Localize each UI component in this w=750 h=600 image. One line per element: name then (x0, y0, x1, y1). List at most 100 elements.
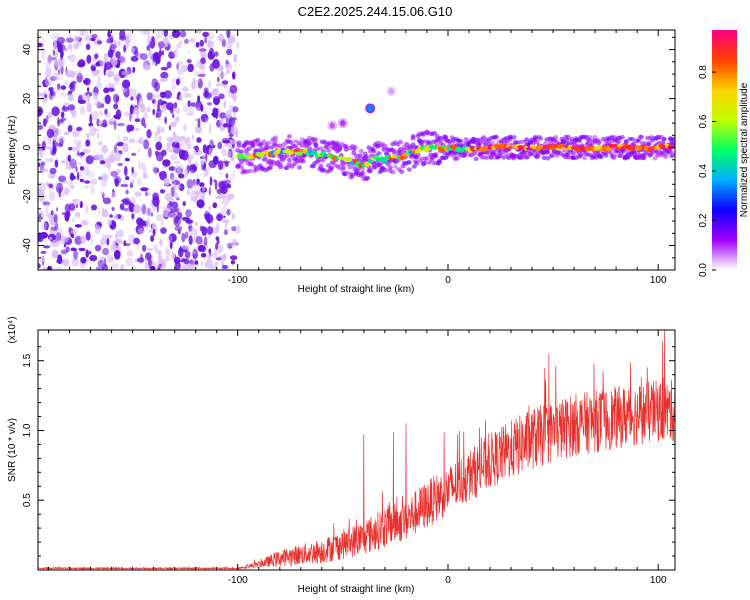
noise-blob (153, 243, 158, 253)
signal-halo (410, 136, 416, 141)
noise-blob (72, 129, 80, 138)
signal-halo (582, 155, 588, 161)
noise-blob (225, 109, 232, 119)
noise-blob (79, 30, 86, 37)
noise-blob (91, 34, 98, 39)
noise-blob (64, 80, 69, 85)
noise-blob (217, 160, 224, 171)
noise-blob (187, 246, 190, 252)
signal-halo (318, 163, 324, 168)
signal-halo (302, 153, 308, 158)
noise-blob (232, 106, 239, 113)
noise-blob (221, 80, 229, 85)
noise-blob (109, 154, 116, 163)
y-tick-label: 40 (22, 44, 33, 56)
noise-blob (112, 215, 116, 219)
noise-blob (216, 213, 223, 222)
signal-halo (390, 170, 396, 175)
noise-blob (168, 125, 172, 131)
noise-blob (104, 94, 111, 105)
noise-blob (183, 123, 187, 132)
snr-y-axis: 0.5 1.0 1.5 (22, 346, 675, 557)
noise-blob (60, 85, 67, 90)
noise-blob (234, 130, 238, 138)
noise-blob (40, 161, 46, 167)
noise-blob (178, 60, 184, 66)
noise-blob (151, 36, 155, 42)
noise-blob (60, 111, 65, 119)
noise-blob (113, 103, 119, 110)
noise-blob (50, 226, 57, 231)
noise-blob (99, 59, 106, 69)
noise-blob (131, 213, 135, 220)
noise-blob (90, 178, 98, 185)
noise-blob (230, 255, 238, 261)
noise-blob (190, 102, 196, 107)
signal-halo (350, 173, 355, 178)
noise-blob (115, 213, 119, 220)
noise-blob (200, 57, 206, 65)
noise-blob (110, 191, 118, 199)
noise-blob (111, 263, 119, 269)
noise-blob (154, 132, 158, 142)
noise-blob (39, 213, 42, 219)
signal-halo (432, 130, 437, 136)
noise-blob (215, 236, 220, 241)
noise-blob (190, 190, 198, 200)
noise-blob (82, 148, 91, 154)
noise-blob (134, 127, 140, 132)
noise-blob (142, 167, 148, 176)
noise-blob (179, 30, 187, 38)
noise-blob (181, 244, 188, 250)
noise-blob (133, 204, 142, 214)
signal-halo (239, 149, 244, 154)
noise-blob (47, 111, 53, 119)
noise-blob (207, 33, 215, 41)
noise-blob (100, 175, 104, 182)
noise-blob (94, 99, 102, 108)
noise-blob (146, 45, 151, 51)
noise-blob (195, 107, 201, 111)
noise-blob (44, 94, 47, 98)
noise-blob (38, 42, 43, 48)
noise-blob (231, 117, 238, 121)
signal-halo (563, 141, 569, 146)
noise-blob (171, 251, 176, 261)
noise-blob (63, 131, 70, 136)
noise-blob (234, 224, 241, 235)
noise-blob (128, 138, 135, 144)
noise-blob (148, 49, 153, 60)
noise-blob (195, 30, 202, 34)
noise-blob (60, 92, 68, 98)
noise-blob (107, 219, 112, 226)
noise-blob (212, 155, 219, 165)
noise-blob (190, 80, 198, 90)
noise-blob (221, 38, 226, 48)
noise-blob (141, 204, 147, 215)
noise-blob (168, 233, 177, 243)
y-tick-label: 0 (22, 144, 33, 150)
noise-blob (55, 266, 63, 270)
noise-blob (143, 64, 151, 71)
noise-blob (101, 144, 109, 154)
noise-blob (54, 159, 59, 168)
signal-halo (249, 161, 255, 167)
signal-halo (535, 152, 541, 157)
noise-blob (39, 231, 49, 239)
noise-blob (204, 169, 209, 177)
noise-blob (173, 102, 178, 109)
noise-blob (52, 91, 56, 97)
snr-ylabel: SNR (10 * v/v) (7, 418, 18, 482)
noise-blob (218, 64, 223, 70)
snr-frame (37, 329, 676, 571)
signal-halo (671, 136, 675, 142)
noise-blob (172, 113, 175, 119)
noise-blob (236, 41, 240, 49)
snr-panel: -100 0 100 0.5 1.0 1.5 Height of straight li… (7, 316, 676, 595)
noise-blob (134, 118, 141, 123)
noise-blob (152, 108, 155, 116)
noise-blob (110, 170, 119, 177)
noise-blob (125, 189, 129, 195)
noise-blob (217, 33, 225, 42)
noise-blob (85, 139, 91, 147)
